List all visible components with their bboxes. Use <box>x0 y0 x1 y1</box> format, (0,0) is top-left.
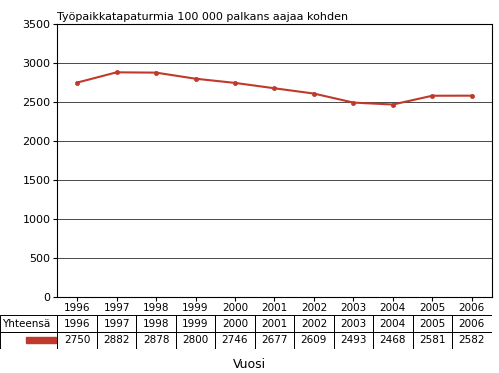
Text: 2750: 2750 <box>64 335 90 345</box>
Text: 2581: 2581 <box>419 335 446 345</box>
Text: 1998: 1998 <box>143 319 169 329</box>
Text: 1997: 1997 <box>103 319 130 329</box>
Text: 2609: 2609 <box>301 335 327 345</box>
Text: 1996: 1996 <box>64 319 90 329</box>
Text: 2800: 2800 <box>183 335 209 345</box>
Text: 2677: 2677 <box>261 335 288 345</box>
Text: 2001: 2001 <box>261 319 287 329</box>
Text: 2005: 2005 <box>419 319 446 329</box>
Text: 2003: 2003 <box>340 319 366 329</box>
Text: 2002: 2002 <box>301 319 327 329</box>
Text: 2882: 2882 <box>103 335 130 345</box>
Text: 2006: 2006 <box>459 319 485 329</box>
Text: 1999: 1999 <box>182 319 209 329</box>
Text: Työpaikkatapaturmia 100 000 palkans aajaa kohden: Työpaikkatapaturmia 100 000 palkans aaja… <box>57 12 348 22</box>
Text: 2746: 2746 <box>222 335 248 345</box>
Text: 2878: 2878 <box>143 335 169 345</box>
Text: 2004: 2004 <box>380 319 406 329</box>
Text: 2582: 2582 <box>459 335 485 345</box>
Text: Yhteensä: Yhteensä <box>2 319 50 329</box>
Text: 2468: 2468 <box>380 335 406 345</box>
Text: 2493: 2493 <box>340 335 367 345</box>
Text: 2000: 2000 <box>222 319 248 329</box>
Bar <box>26 337 56 344</box>
Text: Vuosi: Vuosi <box>233 358 266 371</box>
